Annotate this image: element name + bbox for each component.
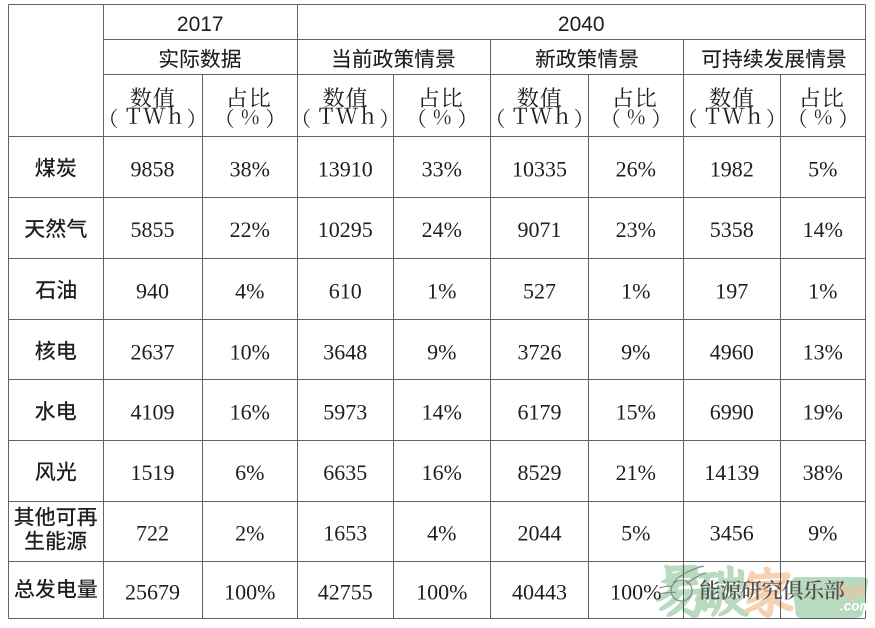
- svg-text:24%: 24%: [422, 217, 462, 242]
- svg-text:14%: 14%: [803, 217, 843, 242]
- svg-text:23%: 23%: [616, 217, 656, 242]
- svg-text:2637: 2637: [131, 339, 175, 364]
- svg-text:16%: 16%: [422, 460, 462, 485]
- svg-text:15%: 15%: [616, 400, 656, 425]
- svg-text:10335: 10335: [512, 156, 567, 181]
- svg-text:2017: 2017: [177, 13, 224, 36]
- svg-text:1%: 1%: [808, 279, 837, 304]
- svg-text:9858: 9858: [131, 156, 175, 181]
- svg-text:5358: 5358: [710, 217, 754, 242]
- svg-text:5855: 5855: [131, 217, 175, 242]
- svg-text:6635: 6635: [323, 460, 367, 485]
- svg-text:3456: 3456: [710, 521, 754, 546]
- svg-text:2040: 2040: [558, 13, 605, 36]
- svg-text:6%: 6%: [235, 460, 264, 485]
- svg-text:21%: 21%: [616, 460, 656, 485]
- svg-text:940: 940: [136, 279, 169, 304]
- svg-text:8529: 8529: [518, 460, 562, 485]
- svg-text:6990: 6990: [710, 400, 754, 425]
- svg-text:100%: 100%: [610, 580, 661, 605]
- svg-text:5973: 5973: [323, 400, 367, 425]
- svg-text:38%: 38%: [230, 156, 270, 181]
- svg-text:2%: 2%: [235, 521, 264, 546]
- svg-text:5%: 5%: [621, 521, 650, 546]
- svg-text:33%: 33%: [422, 156, 462, 181]
- svg-text:722: 722: [136, 521, 169, 546]
- svg-text:197: 197: [715, 279, 748, 304]
- svg-text:19%: 19%: [803, 400, 843, 425]
- svg-text:1653: 1653: [323, 521, 367, 546]
- svg-text:13%: 13%: [803, 339, 843, 364]
- svg-text:4%: 4%: [235, 279, 264, 304]
- svg-text:6179: 6179: [518, 400, 562, 425]
- svg-text:14%: 14%: [422, 400, 462, 425]
- svg-text:610: 610: [329, 279, 362, 304]
- svg-text:100%: 100%: [224, 580, 275, 605]
- svg-text:9071: 9071: [518, 217, 562, 242]
- svg-text:10%: 10%: [230, 339, 270, 364]
- svg-text:13910: 13910: [318, 156, 373, 181]
- svg-text:3726: 3726: [518, 339, 562, 364]
- svg-text:.com: .com: [840, 599, 872, 614]
- svg-text:527: 527: [523, 279, 556, 304]
- svg-text:1982: 1982: [710, 156, 754, 181]
- svg-text:1519: 1519: [131, 460, 175, 485]
- svg-text:5%: 5%: [808, 156, 837, 181]
- svg-text:16%: 16%: [230, 400, 270, 425]
- svg-text:26%: 26%: [616, 156, 656, 181]
- svg-text:2044: 2044: [518, 521, 562, 546]
- svg-text:9%: 9%: [621, 339, 650, 364]
- svg-text:25679: 25679: [125, 580, 180, 605]
- svg-text:100%: 100%: [416, 580, 467, 605]
- svg-text:4109: 4109: [131, 400, 175, 425]
- svg-text:3648: 3648: [323, 339, 367, 364]
- svg-text:10295: 10295: [318, 217, 373, 242]
- svg-text:1%: 1%: [621, 279, 650, 304]
- svg-text:byi: byi: [837, 580, 865, 601]
- svg-text:4%: 4%: [427, 521, 456, 546]
- svg-text:42755: 42755: [318, 580, 373, 605]
- svg-text:40443: 40443: [512, 580, 567, 605]
- svg-text:14139: 14139: [704, 460, 759, 485]
- svg-text:22%: 22%: [230, 217, 270, 242]
- svg-text:9%: 9%: [808, 521, 837, 546]
- svg-text:38%: 38%: [803, 460, 843, 485]
- svg-text:9%: 9%: [427, 339, 456, 364]
- svg-text:4960: 4960: [710, 339, 754, 364]
- svg-text:1%: 1%: [427, 279, 456, 304]
